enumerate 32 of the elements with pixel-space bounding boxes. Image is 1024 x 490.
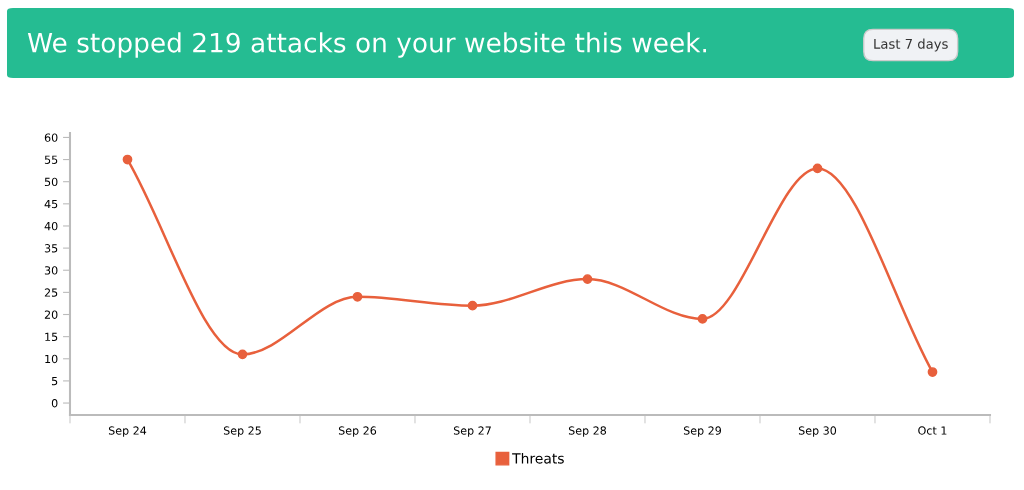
y-tick-label: 45 xyxy=(44,199,58,209)
point xyxy=(812,163,823,174)
x-tick-label: Sep 24 xyxy=(108,426,147,437)
point xyxy=(122,154,133,165)
y-tick-label: 0 xyxy=(51,399,58,408)
y-tick-label: 5 xyxy=(51,377,58,386)
y-tick-label: 20 xyxy=(44,310,58,319)
point xyxy=(927,367,938,377)
point xyxy=(467,300,478,311)
y-tick-label: 15 xyxy=(45,332,58,342)
x-tick-label: Sep 26 xyxy=(338,426,377,437)
legend-label: Threats xyxy=(512,452,564,464)
y-tick-label: 35 xyxy=(44,244,58,253)
point xyxy=(697,314,708,324)
x-tick-label: Sep 27 xyxy=(453,426,491,437)
y-tick-label: 50 xyxy=(44,177,58,187)
x-tick-label: Sep 28 xyxy=(568,426,607,437)
chart-title: We stopped 219 attacks on your website this week. xyxy=(27,32,707,58)
point xyxy=(582,274,593,284)
y-tick-label: 60 xyxy=(44,133,58,142)
text: Last 7 days xyxy=(874,38,948,52)
x-tick-label: Sep 30 xyxy=(798,426,837,437)
y-tick-label: 30 xyxy=(44,266,58,275)
y-tick-label: 25 xyxy=(44,288,58,297)
y-tick-label: 10 xyxy=(45,354,58,364)
x-tick-label: Oct 1 xyxy=(918,426,947,435)
point xyxy=(237,349,248,360)
x-tick-label: Sep 25 xyxy=(223,426,261,437)
point xyxy=(352,291,363,302)
y-tick-label: 55 xyxy=(44,155,58,164)
y-tick-label: 40 xyxy=(44,221,58,231)
x-tick-label: Sep 29 xyxy=(683,426,722,437)
